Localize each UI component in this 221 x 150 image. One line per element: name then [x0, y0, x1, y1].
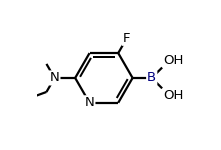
Text: N: N	[50, 71, 59, 84]
Text: N: N	[85, 96, 94, 109]
Text: B: B	[147, 71, 156, 84]
Text: F: F	[123, 32, 130, 45]
Text: OH: OH	[163, 89, 183, 102]
Text: OH: OH	[163, 54, 183, 67]
